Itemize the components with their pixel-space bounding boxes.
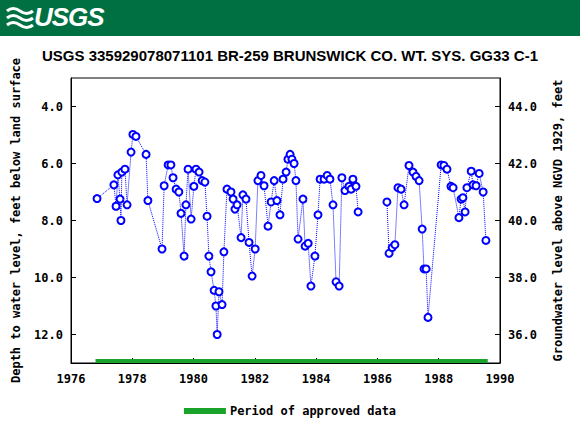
svg-text:1984: 1984: [302, 372, 331, 386]
svg-text:40.0: 40.0: [508, 214, 537, 228]
svg-text:1986: 1986: [363, 372, 392, 386]
svg-text:38.0: 38.0: [508, 271, 537, 285]
svg-text:8.0: 8.0: [41, 214, 63, 228]
svg-text:1976: 1976: [57, 372, 86, 386]
svg-text:6.0: 6.0: [41, 157, 63, 171]
svg-text:1988: 1988: [424, 372, 453, 386]
svg-text:36.0: 36.0: [508, 328, 537, 342]
html-text:USGS: USGS: [34, 2, 104, 32]
svg-text:12.0: 12.0: [34, 328, 63, 342]
svg-text:42.0: 42.0: [508, 157, 537, 171]
svg-text:1990: 1990: [486, 372, 515, 386]
svg-text:4.0: 4.0: [41, 100, 63, 114]
svg-text:USGS 335929078071101 BR-259 BR: USGS 335929078071101 BR-259 BRUNSWICK CO…: [42, 47, 538, 64]
svg-text:10.0: 10.0: [34, 271, 63, 285]
svg-text:1982: 1982: [240, 372, 269, 386]
svg-text:Groundwater level above NGVD 1: Groundwater level above NGVD 1929, feet: [551, 80, 565, 362]
svg-text:Period of approved data: Period of approved data: [230, 404, 396, 418]
svg-text:Depth to water level, feet bel: Depth to water level, feet below land su…: [9, 58, 23, 383]
svg-text:1980: 1980: [179, 372, 208, 386]
svg-text:1978: 1978: [118, 372, 147, 386]
svg-text:44.0: 44.0: [508, 100, 537, 114]
